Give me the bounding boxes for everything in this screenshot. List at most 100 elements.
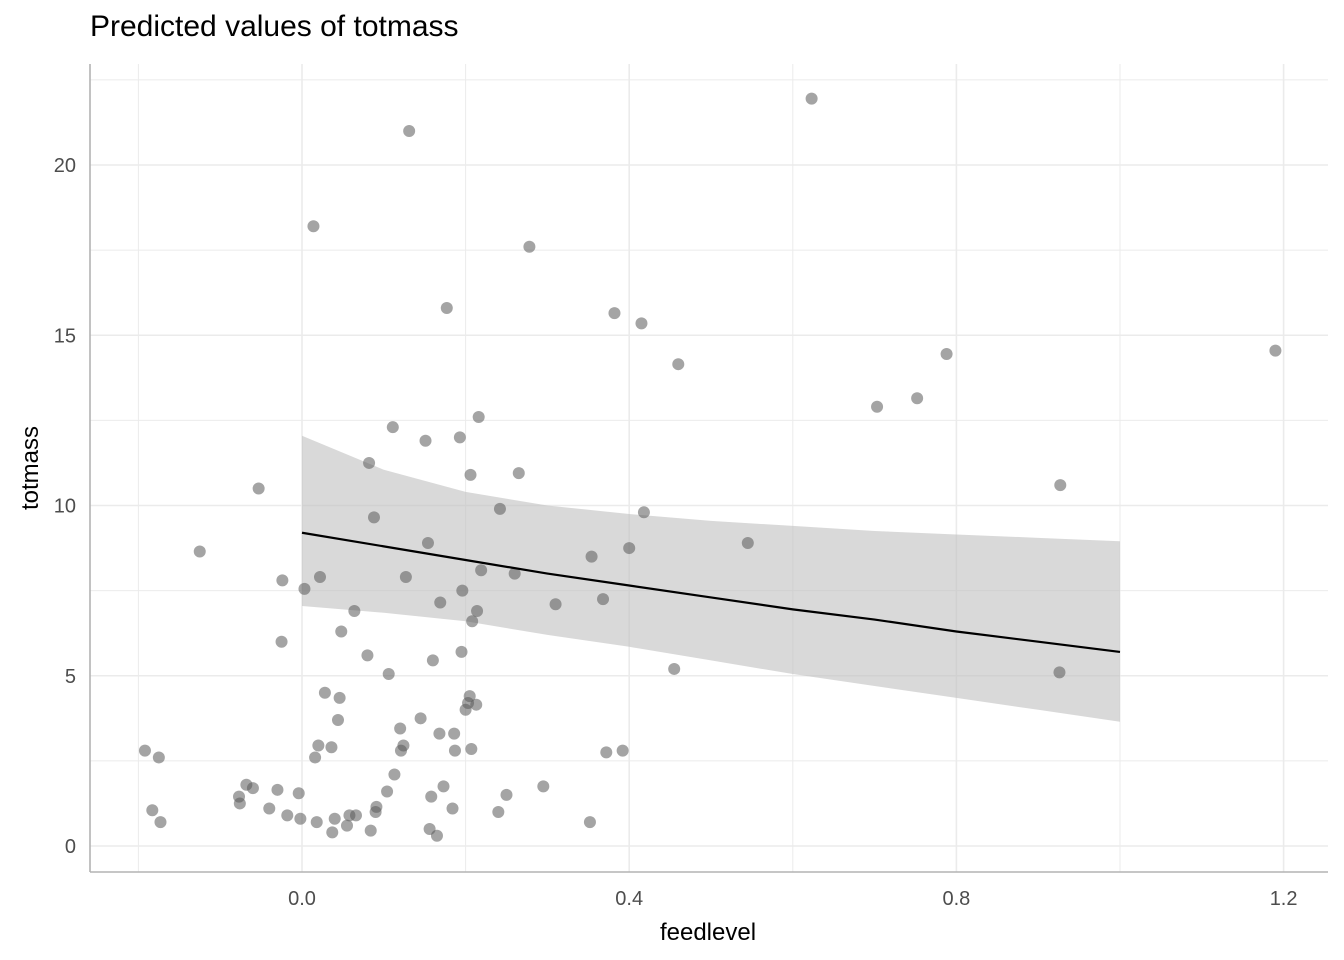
data-point (911, 392, 924, 405)
data-point (871, 400, 884, 413)
data-point (623, 542, 636, 555)
data-point (456, 584, 469, 597)
data-point (597, 593, 610, 606)
data-point (138, 744, 151, 757)
data-point (608, 307, 621, 320)
data-point (448, 744, 461, 757)
x-axis-title: feedlevel (660, 919, 756, 946)
data-point (252, 482, 265, 495)
data-point (493, 502, 506, 515)
data-point (333, 691, 346, 704)
data-point (193, 545, 206, 558)
data-point (294, 812, 307, 825)
y-tick-label: 5 (65, 666, 76, 688)
data-point (430, 829, 443, 842)
data-point (348, 605, 361, 618)
data-point (741, 536, 754, 549)
data-point (414, 712, 427, 725)
data-point (446, 802, 459, 815)
data-point (537, 780, 550, 793)
data-point (421, 536, 434, 549)
tick-labels-layer: 0.0 0.4 0.8 1.2 0 5 10 15 20 (54, 155, 1298, 910)
data-point (448, 727, 461, 740)
data-point (152, 751, 165, 764)
data-point (340, 819, 353, 832)
data-point (635, 317, 648, 330)
data-point (367, 511, 380, 524)
data-point (397, 739, 410, 752)
data-point (463, 690, 476, 703)
data-point (307, 220, 320, 233)
y-tick-label: 0 (65, 836, 76, 858)
data-point (394, 722, 407, 735)
data-point (313, 571, 326, 584)
data-point (466, 615, 479, 628)
data-point (512, 467, 525, 480)
data-point (523, 240, 536, 253)
data-point (310, 816, 323, 829)
data-point (331, 714, 344, 727)
data-point (233, 797, 246, 810)
fit-line-layer (301, 531, 1121, 654)
y-tick-label: 15 (54, 325, 76, 347)
data-point (363, 456, 376, 469)
data-point (465, 742, 478, 755)
data-point (146, 804, 159, 817)
points-layer (138, 92, 1282, 842)
data-point (470, 698, 483, 711)
data-point (318, 686, 331, 699)
data-point (434, 596, 447, 609)
data-point (349, 809, 362, 822)
data-point (335, 625, 348, 638)
data-point (328, 812, 341, 825)
data-point (276, 574, 289, 587)
data-point (464, 468, 477, 481)
confidence-ribbon-layer (302, 435, 1120, 722)
data-point (637, 506, 650, 519)
data-point (388, 768, 401, 781)
data-point (386, 421, 399, 434)
data-point (292, 787, 305, 800)
grid-major (90, 64, 1328, 872)
predicted-line (301, 531, 1121, 654)
data-point (399, 571, 412, 584)
chart-title: Predicted values of totmass (90, 10, 459, 43)
x-tick-label: 0.8 (942, 888, 970, 910)
data-point (275, 635, 288, 648)
data-point (426, 654, 439, 667)
axes-layer (89, 64, 1328, 873)
data-point (475, 564, 488, 577)
data-point (940, 347, 953, 360)
data-point (549, 598, 562, 611)
data-point (298, 582, 311, 595)
data-point (154, 816, 167, 829)
data-point (419, 434, 432, 447)
data-point (805, 92, 818, 105)
data-point (616, 744, 629, 757)
data-point (437, 780, 450, 793)
data-point (312, 739, 325, 752)
y-tick-label: 20 (54, 155, 76, 177)
data-point (1053, 666, 1066, 679)
data-point (326, 826, 339, 839)
data-point (668, 662, 681, 675)
grid-minor (90, 64, 1328, 872)
data-point (361, 649, 374, 662)
data-point (370, 800, 383, 813)
data-point (281, 809, 294, 822)
data-point (600, 746, 613, 759)
x-tick-label: 0.4 (615, 888, 643, 910)
data-point (309, 751, 322, 764)
data-point (583, 816, 596, 829)
y-tick-label: 10 (54, 496, 76, 518)
data-point (585, 550, 598, 563)
data-point (263, 802, 276, 815)
data-point (472, 410, 485, 423)
y-axis-title: totmass (17, 426, 44, 510)
data-point (492, 805, 505, 818)
data-point (433, 727, 446, 740)
data-point (425, 790, 438, 803)
confidence-ribbon (302, 435, 1120, 722)
